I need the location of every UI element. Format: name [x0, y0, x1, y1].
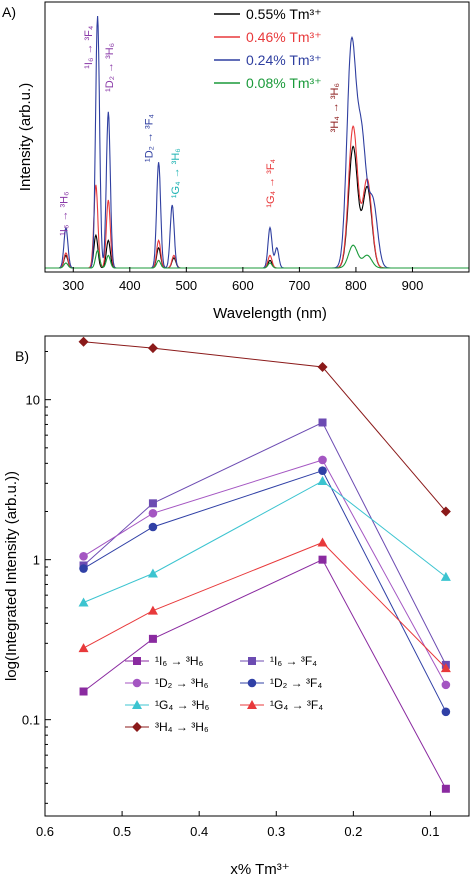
transition-annotation-6: ³H₄ → ³H₆ — [329, 83, 341, 132]
data-point — [148, 522, 158, 532]
intensity-y-tick-label: 1 — [33, 553, 40, 568]
data-point — [440, 506, 451, 517]
intensity-legend-label-6: ³H₄ → ³H₆ — [155, 720, 209, 734]
data-point — [318, 418, 327, 427]
intensity-series-line-5 — [83, 541, 447, 669]
intensity-legend: ¹I₆ → ³H₆ ¹I₆ → ³F₄ ¹D₂ → ³H₆ ¹D₂ → ³F₄ ¹G₄ … — [125, 654, 323, 734]
intensity-legend-marker-2 — [132, 678, 142, 688]
intensity-plot-frame — [44, 335, 470, 817]
spectrum-line-1 — [45, 125, 469, 269]
panel-label-b: B) — [15, 348, 29, 364]
data-point — [78, 336, 89, 347]
intensity-axis-ticks: 0.6 0.5 0.4 0.3 0.2 0.1 0.1 1 10 — [22, 351, 439, 839]
intensity-legend-marker-3 — [247, 678, 257, 688]
intensity-y-tick-label: 10 — [26, 393, 40, 408]
spectrum-x-tick-label: 500 — [175, 278, 197, 293]
intensity-x-tick-label: 0.5 — [113, 824, 131, 839]
data-point — [441, 707, 451, 717]
intensity-x-tick-label: 0.4 — [190, 824, 208, 839]
intensity-x-tick-label: 0.2 — [344, 824, 362, 839]
spectrum-legend-label-2: 0.24% Tm³⁺ — [246, 52, 322, 68]
panel-label-a: A) — [2, 4, 16, 20]
intensity-x-tick-label: 0.3 — [267, 824, 285, 839]
data-point — [78, 597, 89, 607]
data-point — [318, 455, 327, 465]
spectrum-x-ticks: 300 400 500 600 700 800 900 — [62, 267, 423, 293]
data-point — [148, 499, 157, 508]
data-point — [147, 568, 158, 578]
intensity-legend-marker-1 — [248, 657, 256, 665]
data-point — [147, 605, 158, 615]
intensity-x-tick-label: 0.1 — [421, 824, 439, 839]
intensity-x-axis-label: x% Tm³⁺ — [230, 861, 289, 878]
intensity-x-tick-label: 0.6 — [36, 824, 54, 839]
intensity-series-line-4 — [83, 480, 447, 603]
spectrum-y-axis-label: Intensity (arb.u.) — [17, 83, 34, 191]
intensity-y-tick-label: 0.1 — [22, 713, 40, 728]
data-point — [317, 537, 328, 547]
data-point — [79, 564, 88, 573]
spectrum-legend-label-0: 0.55% Tm³⁺ — [246, 6, 322, 22]
spectrum-x-tick-label: 700 — [289, 278, 311, 293]
intensity-legend-label-0: ¹I₆ → ³H₆ — [155, 654, 204, 668]
data-point — [317, 476, 328, 486]
intensity-legend-label-1: ¹I₆ → ³F₄ — [270, 654, 317, 668]
transition-annotation-2: ¹D₂ → ³H₆ — [104, 43, 116, 92]
spectrum-line-3 — [45, 244, 469, 269]
intensity-series-line-1 — [83, 421, 447, 666]
spectrum-curves — [45, 15, 469, 269]
data-point — [317, 362, 328, 373]
intensity-legend-label-3: ¹D₂ → ³F₄ — [270, 676, 322, 690]
spectrum-x-tick-label: 800 — [345, 278, 367, 293]
data-point — [440, 663, 451, 673]
data-point — [79, 687, 88, 696]
intensity-legend-marker-0 — [133, 657, 141, 665]
data-point — [148, 634, 157, 643]
data-point — [440, 571, 451, 581]
intensity-series-line-2 — [83, 459, 447, 686]
spectrum-x-tick-label: 900 — [402, 278, 424, 293]
data-point — [441, 784, 450, 793]
spectrum-plot-frame — [44, 1, 470, 273]
spectrum-legend: 0.55% Tm³⁺ 0.46% Tm³⁺ 0.24% Tm³⁺ 0.08% Tm³⁺ — [214, 6, 322, 91]
data-point — [318, 555, 327, 564]
transition-annotation-1: ¹I₆ → ³F₄ — [83, 25, 95, 69]
spectrum-legend-label-1: 0.46% Tm³⁺ — [246, 29, 322, 45]
intensity-legend-marker-5 — [247, 700, 257, 709]
spectrum-legend-label-3: 0.08% Tm³⁺ — [246, 75, 322, 91]
data-point — [79, 551, 88, 561]
spectrum-line-0 — [45, 145, 469, 269]
data-point — [318, 466, 327, 475]
data-point — [147, 343, 158, 354]
spectrum-x-tick-label: 600 — [232, 278, 254, 293]
intensity-series-line-3 — [83, 470, 447, 713]
data-point — [441, 680, 451, 690]
transition-annotation-3: ¹D₂ → ³F₄ — [143, 114, 155, 162]
intensity-legend-marker-6 — [132, 722, 142, 732]
transition-annotation-0: ¹I₆ → ³H₆ — [59, 191, 71, 235]
transition-annotation-5: ¹G₄ → ³F₄ — [265, 158, 277, 207]
spectrum-x-tick-label: 400 — [119, 278, 141, 293]
data-point — [148, 508, 158, 518]
intensity-legend-label-4: ¹G₄ → ³H₆ — [155, 698, 210, 712]
intensity-y-axis-label: log(Integrated Intensity (arb.u.)) — [3, 471, 20, 681]
spectrum-x-tick-label: 300 — [62, 278, 84, 293]
intensity-legend-marker-4 — [132, 700, 142, 709]
transition-annotation-4: ¹G₄ → ³H₆ — [170, 148, 182, 198]
spectrum-x-axis-label: Wavelength (nm) — [213, 305, 327, 322]
transition-annotations: ¹I₆ → ³H₆ ¹I₆ → ³F₄ ¹D₂ → ³H₆ ¹D₂ → ³F₄ ¹G₄ … — [59, 25, 341, 236]
intensity-legend-label-5: ¹G₄ → ³F₄ — [270, 698, 323, 712]
intensity-series-line-0 — [83, 559, 447, 790]
intensity-legend-label-2: ¹D₂ → ³H₆ — [155, 676, 209, 690]
intensity-series-line-6 — [83, 341, 447, 512]
intensity-series — [78, 336, 451, 793]
data-point — [78, 643, 89, 653]
